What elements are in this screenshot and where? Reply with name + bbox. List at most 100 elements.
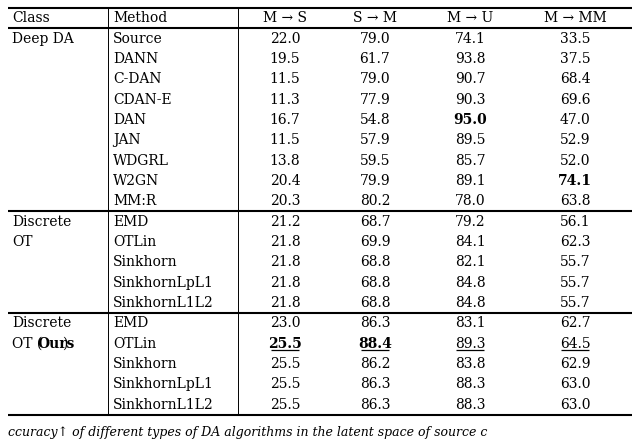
Text: MM:R: MM:R (113, 194, 156, 208)
Text: 16.7: 16.7 (269, 113, 300, 127)
Text: DAN: DAN (113, 113, 146, 127)
Text: 88.4: 88.4 (358, 337, 392, 351)
Text: 68.8: 68.8 (360, 276, 390, 290)
Text: 86.3: 86.3 (360, 317, 390, 330)
Text: 47.0: 47.0 (559, 113, 590, 127)
Text: M → MM: M → MM (543, 11, 606, 25)
Text: 52.0: 52.0 (560, 154, 590, 168)
Text: EMD: EMD (113, 317, 148, 330)
Text: 25.5: 25.5 (269, 357, 300, 371)
Text: WDGRL: WDGRL (113, 154, 169, 168)
Text: W2GN: W2GN (113, 174, 159, 188)
Text: 86.3: 86.3 (360, 377, 390, 392)
Text: 80.2: 80.2 (360, 194, 390, 208)
Text: 74.1: 74.1 (558, 174, 592, 188)
Text: 79.0: 79.0 (360, 32, 390, 46)
Text: 90.7: 90.7 (454, 72, 485, 86)
Text: 11.3: 11.3 (269, 93, 300, 107)
Text: 95.0: 95.0 (453, 113, 487, 127)
Text: JAN: JAN (113, 133, 141, 147)
Text: 89.3: 89.3 (455, 337, 485, 351)
Text: 86.3: 86.3 (360, 398, 390, 412)
Text: 64.5: 64.5 (560, 337, 590, 351)
Text: Method: Method (113, 11, 167, 25)
Text: 84.8: 84.8 (454, 276, 485, 290)
Text: Discrete: Discrete (12, 317, 71, 330)
Text: 21.2: 21.2 (269, 215, 300, 229)
Text: 59.5: 59.5 (360, 154, 390, 168)
Text: Deep DA: Deep DA (12, 32, 74, 46)
Text: 23.0: 23.0 (269, 317, 300, 330)
Text: 79.9: 79.9 (360, 174, 390, 188)
Text: 83.8: 83.8 (455, 357, 485, 371)
Text: EMD: EMD (113, 215, 148, 229)
Text: 21.8: 21.8 (269, 276, 300, 290)
Text: 63.0: 63.0 (560, 377, 590, 392)
Text: 68.8: 68.8 (360, 255, 390, 270)
Text: 83.1: 83.1 (454, 317, 485, 330)
Text: 62.3: 62.3 (560, 235, 590, 249)
Text: CDAN-E: CDAN-E (113, 93, 172, 107)
Text: 69.9: 69.9 (360, 235, 390, 249)
Text: M → S: M → S (263, 11, 307, 25)
Text: 93.8: 93.8 (455, 52, 485, 66)
Text: 52.9: 52.9 (560, 133, 590, 147)
Text: 13.8: 13.8 (269, 154, 300, 168)
Text: OTLin: OTLin (113, 337, 156, 351)
Text: 20.3: 20.3 (269, 194, 300, 208)
Text: 55.7: 55.7 (560, 255, 590, 270)
Text: Sinkhorn: Sinkhorn (113, 357, 178, 371)
Text: OT (: OT ( (12, 337, 42, 351)
Text: 25.5: 25.5 (268, 337, 302, 351)
Text: 74.1: 74.1 (454, 32, 485, 46)
Text: 79.2: 79.2 (454, 215, 485, 229)
Text: 85.7: 85.7 (454, 154, 485, 168)
Text: S → M: S → M (353, 11, 397, 25)
Text: 55.7: 55.7 (560, 276, 590, 290)
Text: 79.0: 79.0 (360, 72, 390, 86)
Text: 11.5: 11.5 (269, 72, 300, 86)
Text: 22.0: 22.0 (269, 32, 300, 46)
Text: 54.8: 54.8 (360, 113, 390, 127)
Text: 33.5: 33.5 (560, 32, 590, 46)
Text: 69.6: 69.6 (560, 93, 590, 107)
Text: 84.8: 84.8 (454, 296, 485, 310)
Text: 21.8: 21.8 (269, 255, 300, 270)
Text: 20.4: 20.4 (269, 174, 300, 188)
Text: Discrete: Discrete (12, 215, 71, 229)
Text: SinkhornLpL1: SinkhornLpL1 (113, 276, 214, 290)
Text: 25.5: 25.5 (269, 377, 300, 392)
Text: 56.1: 56.1 (560, 215, 590, 229)
Text: 84.1: 84.1 (454, 235, 485, 249)
Text: DANN: DANN (113, 52, 158, 66)
Text: 86.2: 86.2 (360, 357, 390, 371)
Text: 88.3: 88.3 (455, 398, 485, 412)
Text: 57.9: 57.9 (360, 133, 390, 147)
Text: 62.9: 62.9 (560, 357, 590, 371)
Text: ): ) (63, 337, 68, 351)
Text: SinkhornL1L2: SinkhornL1L2 (113, 398, 214, 412)
Text: 63.8: 63.8 (560, 194, 590, 208)
Text: M → U: M → U (447, 11, 493, 25)
Text: 21.8: 21.8 (269, 235, 300, 249)
Text: 68.7: 68.7 (360, 215, 390, 229)
Text: Source: Source (113, 32, 163, 46)
Text: 68.8: 68.8 (360, 296, 390, 310)
Text: Sinkhorn: Sinkhorn (113, 255, 178, 270)
Text: Class: Class (12, 11, 50, 25)
Text: SinkhornL1L2: SinkhornL1L2 (113, 296, 214, 310)
Text: 89.1: 89.1 (454, 174, 485, 188)
Text: 11.5: 11.5 (269, 133, 300, 147)
Text: 63.0: 63.0 (560, 398, 590, 412)
Text: 77.9: 77.9 (360, 93, 390, 107)
Text: 78.0: 78.0 (454, 194, 485, 208)
Text: OTLin: OTLin (113, 235, 156, 249)
Text: 21.8: 21.8 (269, 296, 300, 310)
Text: 89.5: 89.5 (455, 133, 485, 147)
Text: 19.5: 19.5 (269, 52, 300, 66)
Text: SinkhornLpL1: SinkhornLpL1 (113, 377, 214, 392)
Text: 25.5: 25.5 (269, 398, 300, 412)
Text: 61.7: 61.7 (360, 52, 390, 66)
Text: OT: OT (12, 235, 33, 249)
Text: C-DAN: C-DAN (113, 72, 161, 86)
